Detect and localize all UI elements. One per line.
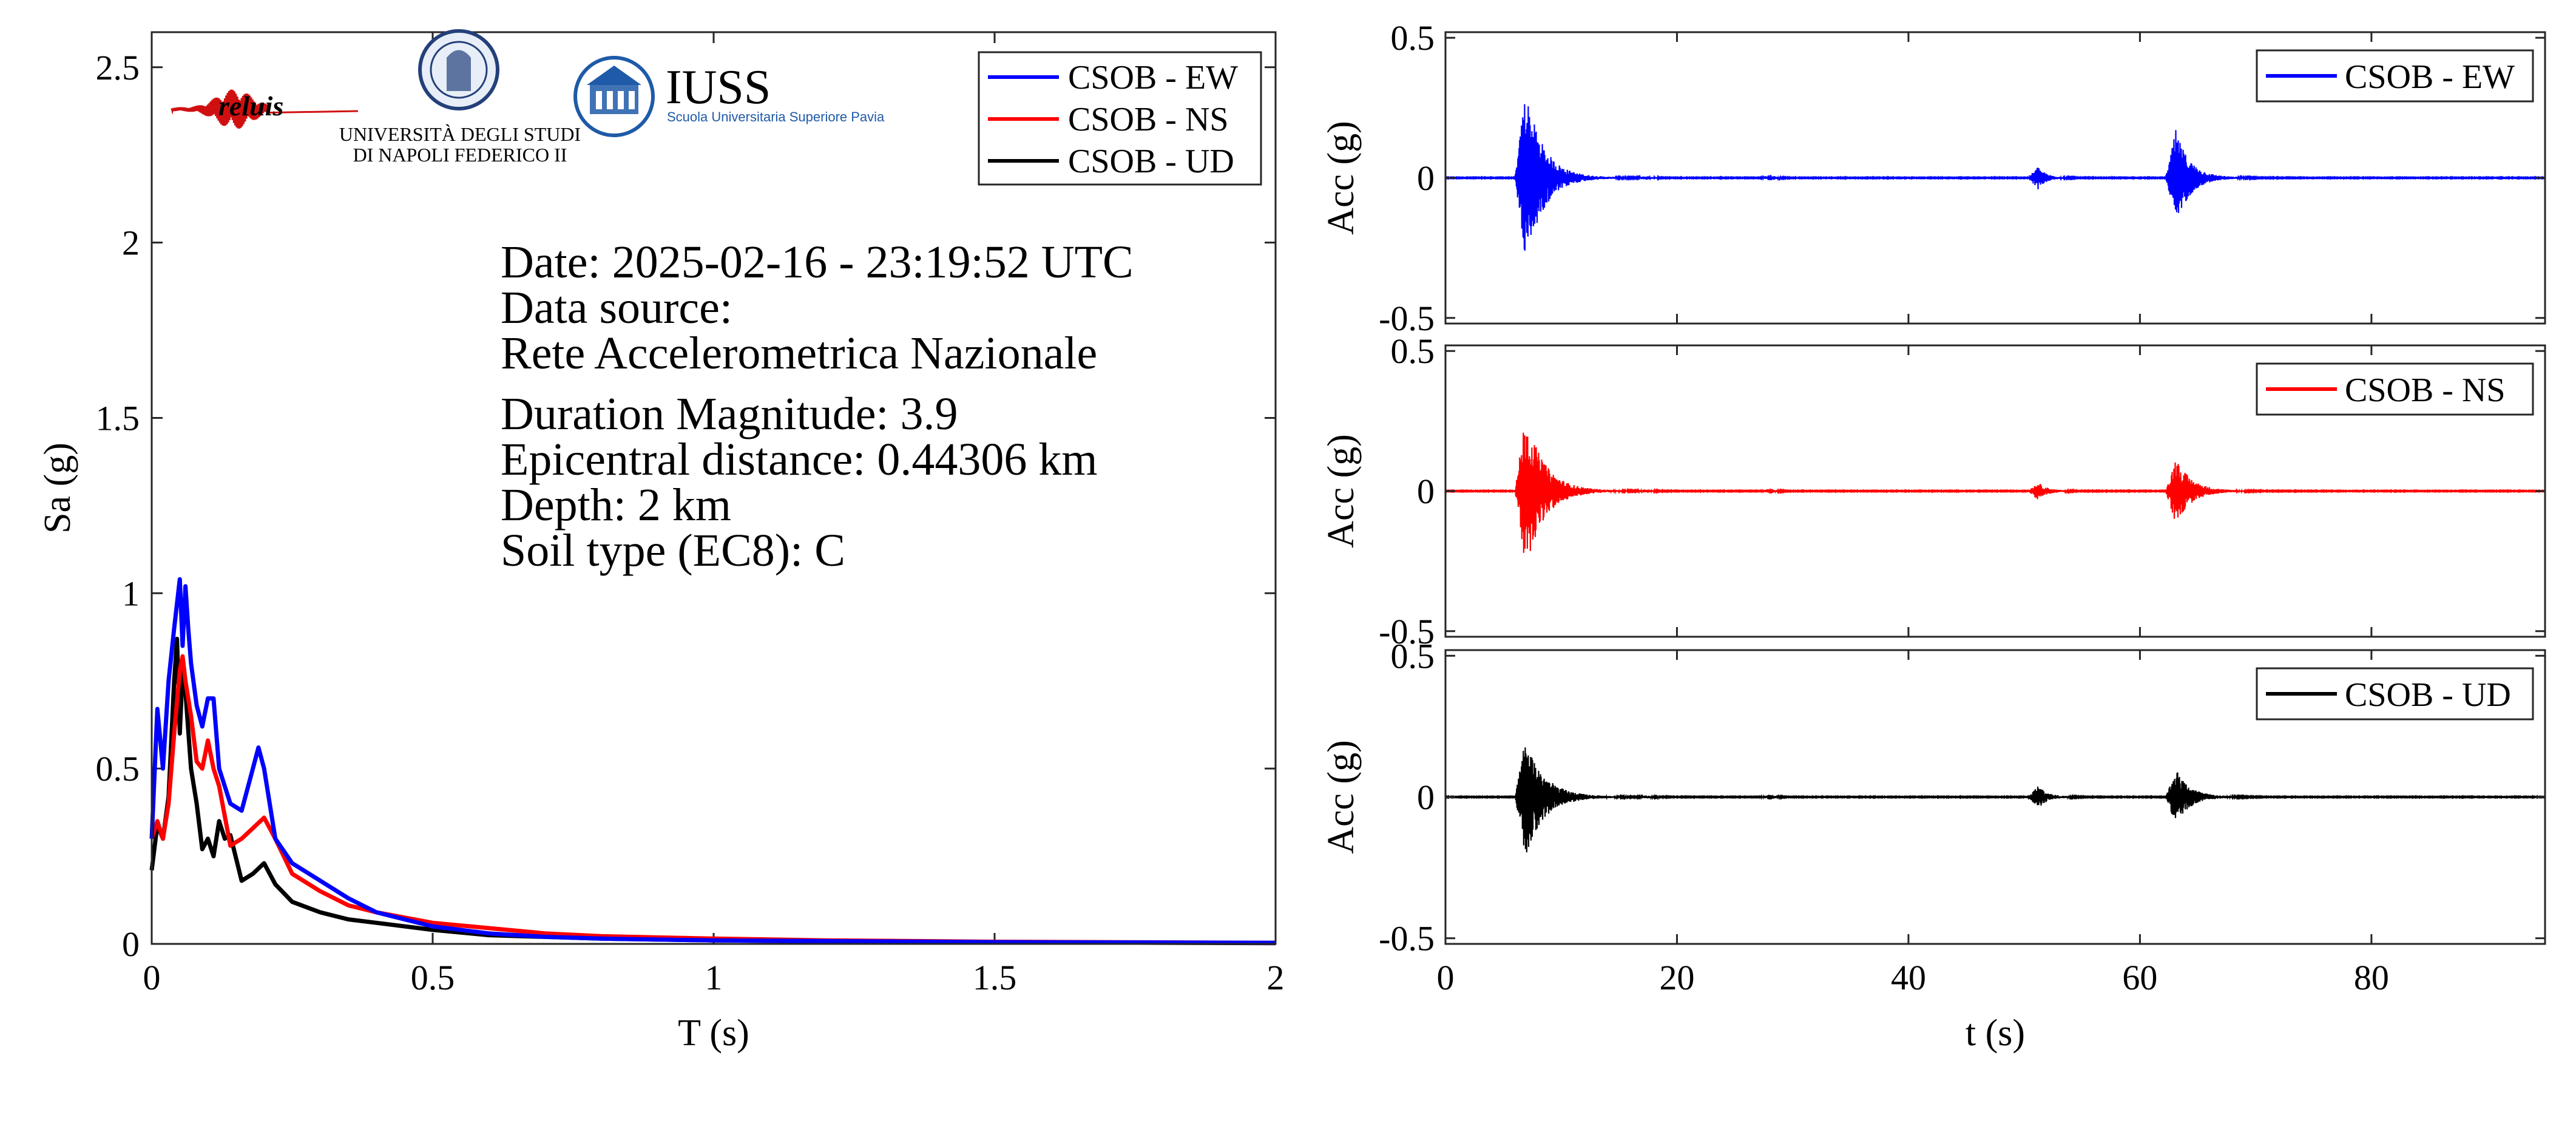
acc-xtick-label: 0 [1437, 958, 1455, 997]
acc-ytick-label: 0.5 [1391, 331, 1435, 371]
spectrum-panel: 0 0.5 1 1.5 2 0 0.5 1 1.5 2 2.5 T (s) Sa (g) relui… [37, 29, 1285, 1054]
spectrum-xtick-label: 2 [1267, 958, 1285, 997]
acc-xtick-label: 60 [2122, 958, 2157, 997]
acc-ytick-label: 0 [1417, 158, 1435, 198]
acc-ylabel: Acc (g) [1320, 740, 1362, 854]
acc-legend-label: CSOB - EW [2345, 58, 2515, 96]
spectrum-xtick-label: 0 [143, 958, 161, 997]
event-info: Date: 2025-02-16 - 23:19:52 UTC Data sou… [501, 237, 1134, 576]
spectrum-series [149, 577, 1276, 946]
acc-ytick-label: -0.5 [1379, 919, 1435, 958]
unina-logo: UNIVERSITÀ DEGLI STUDI DI NAPOLI FEDERIC… [339, 29, 581, 166]
acc-ytick-label: 0.5 [1391, 18, 1435, 58]
spectrum-ytick-label: 0 [122, 924, 140, 964]
reluis-wave-icon [171, 89, 359, 129]
iuss-logo: IUSS Scuola Universitaria Superiore Pavi… [573, 56, 885, 137]
info-source-value: Rete Accelerometrica Nazionale [501, 328, 1097, 379]
spectrum-xlabel: T (s) [678, 1012, 749, 1054]
info-depth: Depth: 2 km [501, 480, 731, 531]
acc-ytick-label: -0.5 [1379, 612, 1435, 651]
spectrum-line-csob-ns [149, 654, 1276, 945]
unina-logo-line2: DI NAPOLI FEDERICO II [353, 144, 567, 166]
reluis-logo-text: reluis [218, 90, 283, 121]
acc-ylabel: Acc (g) [1320, 434, 1362, 548]
info-date: Date: 2025-02-16 - 23:19:52 UTC [501, 237, 1134, 288]
spectrum-ytick-label: 2 [122, 223, 140, 263]
spectrum-xtick-label: 1.5 [973, 958, 1017, 997]
unina-logo-line1: UNIVERSITÀ DEGLI STUDI [339, 123, 581, 145]
iuss-logo-title: IUSS [666, 61, 771, 114]
info-magnitude: Duration Magnitude: 3.9 [501, 388, 958, 439]
info-source-label: Data source: [501, 282, 732, 333]
acc-xtick-label: 20 [1659, 958, 1694, 997]
legend-label-ew: CSOB - EW [1068, 59, 1238, 97]
acc-ytick-label: -0.5 [1379, 299, 1435, 338]
acc-xtick-label: 80 [2354, 958, 2389, 997]
acc-ytick-label: 0 [1417, 472, 1435, 511]
reluis-logo: reluis [171, 89, 359, 129]
acc-ytick-label: 0 [1417, 778, 1435, 817]
spectrum-ylabel: Sa (g) [37, 443, 78, 534]
spectrum-line-csob-ew [149, 577, 1276, 945]
spectrum-xtick-label: 1 [705, 958, 723, 997]
spectrum-axes-box [150, 31, 1277, 945]
acc-legend-label: CSOB - NS [2345, 371, 2506, 409]
accelerogram-panel-1: -0.5 0 0.5 Acc (g) CSOB - EW [1320, 18, 2546, 338]
accelerogram-panel-2: -0.5 0 0.5 Acc (g) CSOB - NS [1320, 331, 2546, 651]
iuss-logo-subtitle: Scuola Universitaria Superiore Pavia [667, 109, 885, 124]
legend-label-ns: CSOB - NS [1068, 101, 1229, 138]
legend-label-ud: CSOB - UD [1068, 143, 1234, 180]
spectrum-ytick-label: 2.5 [96, 48, 140, 87]
spectrum-legend: CSOB - EW CSOB - NS CSOB - UD [978, 51, 1262, 186]
acc-xtick-label: 40 [1891, 958, 1926, 997]
spectrum-xtick-label: 0.5 [411, 958, 455, 997]
spectrum-tick-labels: 0 0.5 1 1.5 2 0 0.5 1 1.5 2 2.5 [96, 48, 1285, 997]
accelerogram-xlabel: t (s) [1966, 1012, 2025, 1054]
acc-ytick-label: 0.5 [1391, 636, 1435, 676]
spectrum-ytick-label: 1 [122, 574, 140, 613]
spectrum-ytick-label: 0.5 [96, 749, 140, 789]
spectrum-ytick-label: 1.5 [96, 398, 140, 438]
info-distance: Epicentral distance: 0.44306 km [501, 434, 1098, 485]
acc-legend-label: CSOB - UD [2345, 676, 2511, 714]
acc-ylabel: Acc (g) [1320, 121, 1362, 235]
spectrum-line-csob-ud [149, 636, 1276, 946]
info-soil: Soil type (EC8): C [501, 525, 845, 576]
